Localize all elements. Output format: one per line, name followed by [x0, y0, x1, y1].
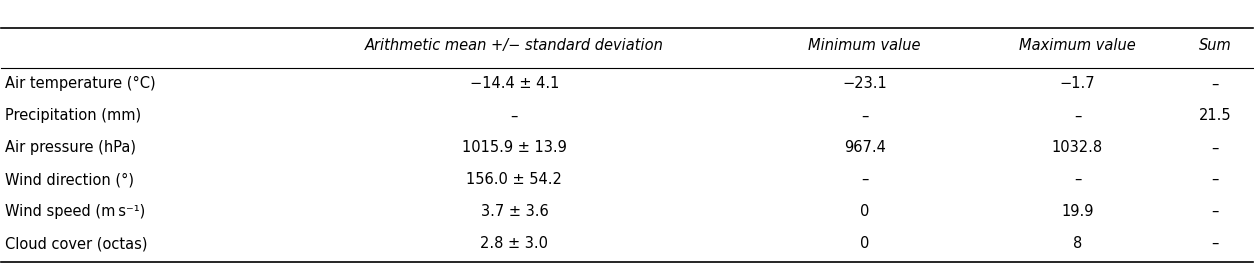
Text: –: –	[1211, 140, 1219, 155]
Text: 0: 0	[860, 204, 869, 219]
Text: –: –	[1211, 172, 1219, 187]
Text: 8: 8	[1073, 236, 1082, 251]
Text: –: –	[1073, 172, 1081, 187]
Text: 1015.9 ± 13.9: 1015.9 ± 13.9	[461, 140, 567, 155]
Text: Wind direction (°): Wind direction (°)	[5, 172, 134, 187]
Text: −23.1: −23.1	[843, 76, 887, 91]
Text: −1.7: −1.7	[1060, 76, 1095, 91]
Text: –: –	[861, 172, 869, 187]
Text: –: –	[510, 108, 518, 123]
Text: Maximum value: Maximum value	[1020, 38, 1136, 53]
Text: 3.7 ± 3.6: 3.7 ± 3.6	[480, 204, 548, 219]
Text: 156.0 ± 54.2: 156.0 ± 54.2	[466, 172, 562, 187]
Text: Air pressure (hPa): Air pressure (hPa)	[5, 140, 137, 155]
Text: –: –	[1211, 236, 1219, 251]
Text: 0: 0	[860, 236, 869, 251]
Text: Minimum value: Minimum value	[809, 38, 920, 53]
Text: Cloud cover (octas): Cloud cover (octas)	[5, 236, 148, 251]
Text: 21.5: 21.5	[1199, 108, 1231, 123]
Text: 19.9: 19.9	[1061, 204, 1093, 219]
Text: –: –	[861, 108, 869, 123]
Text: 2.8 ± 3.0: 2.8 ± 3.0	[480, 236, 548, 251]
Text: Precipitation (mm): Precipitation (mm)	[5, 108, 142, 123]
Text: −14.4 ± 4.1: −14.4 ± 4.1	[470, 76, 559, 91]
Text: Arithmetic mean +/− standard deviation: Arithmetic mean +/− standard deviation	[365, 38, 663, 53]
Text: –: –	[1211, 204, 1219, 219]
Text: 1032.8: 1032.8	[1052, 140, 1104, 155]
Text: Air temperature (°C): Air temperature (°C)	[5, 76, 155, 91]
Text: 967.4: 967.4	[844, 140, 885, 155]
Text: Sum: Sum	[1199, 38, 1231, 53]
Text: –: –	[1073, 108, 1081, 123]
Text: –: –	[1211, 76, 1219, 91]
Text: Wind speed (m s⁻¹): Wind speed (m s⁻¹)	[5, 204, 145, 219]
